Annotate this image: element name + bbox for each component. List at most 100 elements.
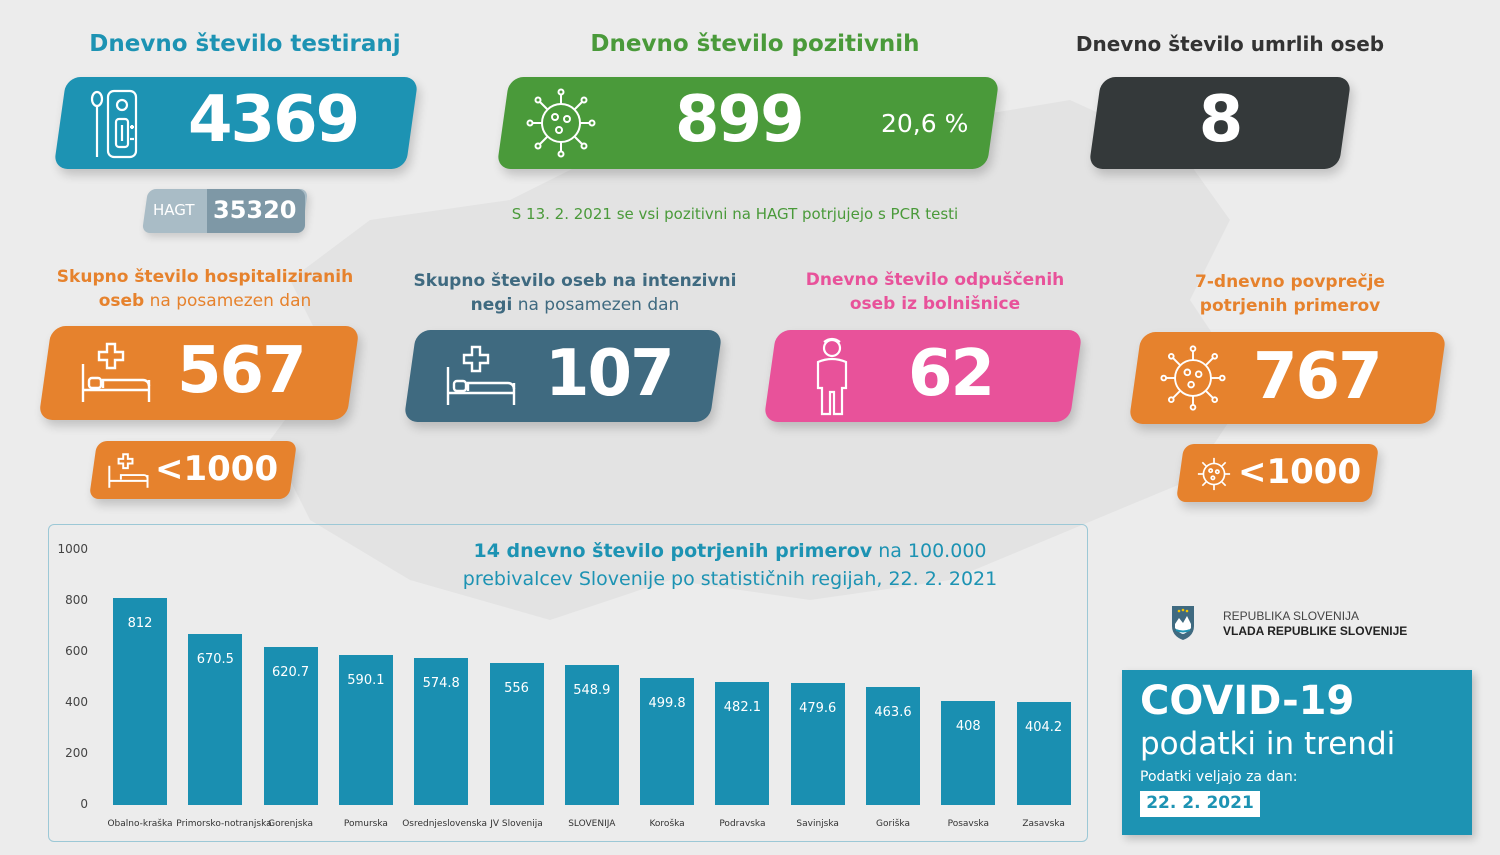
category-label: Podravska — [719, 819, 766, 829]
category-label: Pomurska — [343, 819, 388, 829]
virus-icon — [1197, 457, 1231, 491]
covid-date: 22. 2. 2021 — [1146, 793, 1254, 813]
background-map — [270, 90, 1250, 620]
positives-card: 899 20,6 % — [496, 77, 1000, 169]
bar — [414, 658, 469, 805]
avg7-heading: 7-dnevno povprečje potrjenih primerov — [1145, 270, 1435, 318]
bar-value-label: 548.9 — [573, 683, 611, 699]
icu-card: 107 — [403, 330, 723, 422]
hospitalized-value: 567 — [177, 334, 305, 408]
bar-value-label: 408 — [955, 718, 981, 734]
y-tick-label: 0 — [80, 797, 88, 811]
category-label: Osrednjeslovenska — [402, 819, 487, 829]
discharged-heading-line2: oseb iz bolnišnice — [849, 294, 1021, 314]
icu-heading-line1: Skupno število oseb na intenzivni — [413, 271, 737, 291]
bar-value-label: 404.2 — [1024, 719, 1063, 735]
y-tick-label: 800 — [65, 593, 88, 607]
category-label: SLOVENIJA — [568, 819, 616, 829]
bar — [188, 634, 243, 805]
chart-panel — [48, 524, 1088, 842]
bar-value-label: 574.8 — [422, 676, 460, 692]
chart-title-bold: 14 dnevno število potrjenih primerov — [473, 540, 873, 562]
discharged-card: 62 — [763, 330, 1083, 422]
category-label: Zasavska — [1022, 819, 1065, 829]
hagt-value: 35320 — [213, 196, 297, 224]
hospital-bed-icon — [108, 453, 149, 488]
bar — [715, 682, 770, 805]
icu-heading: Skupno število oseb na intenzivni negi n… — [405, 269, 745, 317]
category-label: Posavska — [947, 819, 989, 829]
bar-value-label: 590.1 — [347, 672, 385, 688]
positives-value: 899 — [675, 83, 803, 157]
person-icon — [816, 337, 848, 416]
bar — [113, 597, 167, 805]
hospital-bed-icon — [81, 342, 151, 402]
bar — [941, 700, 996, 805]
positives-heading: Dnevno število pozitivnih — [590, 31, 920, 57]
discharged-value: 62 — [908, 337, 994, 411]
bar — [866, 686, 920, 805]
positives-percent: 20,6 % — [881, 109, 969, 138]
hagt-label: HAGT — [153, 201, 195, 219]
avg7-threshold: <1000 — [1175, 444, 1380, 502]
bar-value-label: 479.6 — [799, 700, 837, 716]
gov-line2: VLADA REPUBLIKE SLOVENIJE — [1223, 624, 1408, 638]
bar-value-label: 620.7 — [271, 664, 310, 680]
icu-heading-light: na posamezen dan — [512, 295, 680, 315]
category-label: JV Slovenija — [490, 819, 543, 829]
hospitalized-heading-line1: Skupno število hospitaliziranih — [56, 267, 354, 287]
y-tick-label: 1000 — [57, 542, 88, 556]
tests-card: 4369 — [53, 77, 419, 169]
chart-title-light: na 100.000 — [872, 540, 987, 562]
tests-heading: Dnevno število testiranj — [89, 31, 401, 57]
hospitalized-heading-light: na posamezen dan — [144, 291, 312, 311]
bar-value-label: 463.6 — [874, 704, 912, 720]
icu-value: 107 — [545, 337, 673, 411]
y-tick-label: 400 — [65, 695, 88, 709]
gov-line1: REPUBLIKA SLOVENIJA — [1223, 609, 1360, 623]
test-kit-icon — [90, 89, 138, 159]
avg7-card: 767 — [1128, 332, 1447, 424]
icu-heading-bold: negi — [470, 295, 513, 315]
discharged-heading-line1: Dnevno število odpuščenih — [805, 270, 1065, 290]
deaths-value: 8 — [1198, 83, 1242, 157]
bar — [640, 677, 695, 805]
coat-of-arms-icon — [1172, 606, 1194, 640]
bar — [338, 654, 393, 805]
hospitalized-card: 567 — [38, 326, 360, 420]
bar — [564, 665, 619, 805]
deaths-card: 8 — [1088, 77, 1352, 169]
bar-chart: 0 200 400 600 800 1000 812 Obalno-kraška 670.5 Pr… — [48, 540, 1088, 840]
bar-value-label: 499.8 — [648, 695, 686, 711]
bar — [489, 663, 544, 805]
bar — [790, 682, 845, 805]
bar — [263, 646, 318, 805]
y-tick-label: 200 — [65, 746, 88, 760]
avg7-heading-line1: 7-dnevno povprečje — [1195, 272, 1385, 292]
covid-title: COVID-19 — [1140, 678, 1355, 724]
hospital-bed-icon — [446, 345, 516, 405]
bar — [1016, 701, 1071, 805]
category-label: Koroška — [649, 819, 685, 829]
chart-title-line2: prebivalcev Slovenije po statističnih re… — [462, 568, 998, 590]
avg7-value: 767 — [1253, 340, 1381, 414]
chart-title: 14 dnevno število potrjenih primerov na … — [380, 537, 1080, 593]
hospitalized-threshold: <1000 — [88, 441, 298, 499]
bar-value-label: 670.5 — [196, 652, 234, 668]
covid-date-badge — [1140, 791, 1260, 817]
covid-date-label: Podatki veljajo za dan: — [1140, 769, 1298, 785]
virus-icon — [1160, 345, 1226, 411]
covid-subtitle: podatki in trendi — [1140, 726, 1396, 762]
category-label: Gorenjska — [268, 819, 314, 829]
hospitalized-heading-bold: oseb — [98, 291, 145, 311]
tests-value: 4369 — [188, 83, 359, 157]
avg7-heading-line2: potrjenih primerov — [1199, 296, 1381, 316]
virus-icon — [526, 88, 596, 158]
positives-note: S 13. 2. 2021 se vsi pozitivni na HAGT p… — [511, 205, 959, 223]
category-label: Primorsko-notranjska — [176, 819, 272, 829]
bar-value-label: 812 — [127, 615, 153, 631]
bar-value-label: 556 — [504, 681, 529, 697]
category-label: Savinjska — [796, 819, 839, 829]
y-tick-label: 600 — [65, 644, 88, 658]
hagt-badge: HAGT 35320 — [141, 189, 309, 233]
